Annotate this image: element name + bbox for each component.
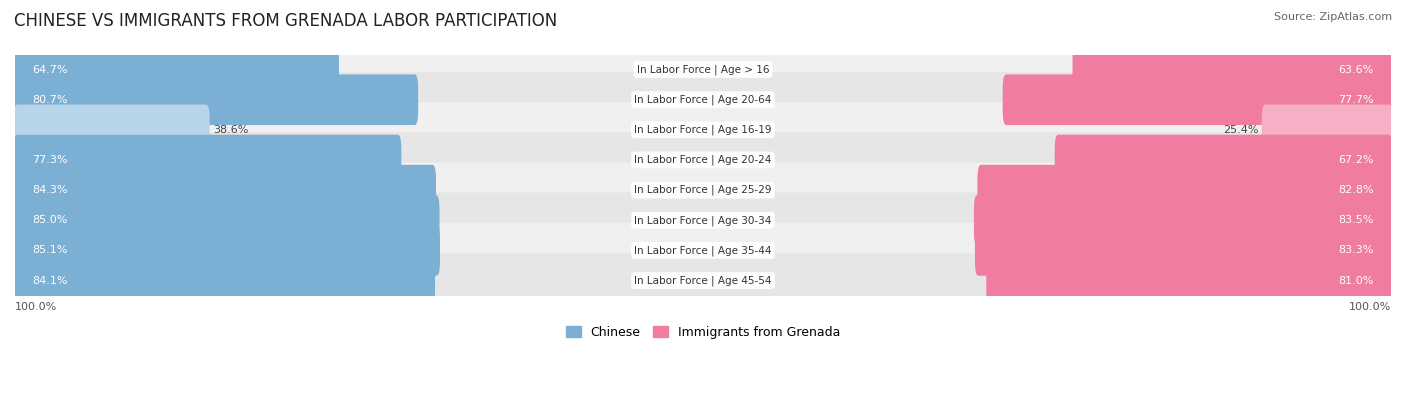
Text: In Labor Force | Age 35-44: In Labor Force | Age 35-44 bbox=[634, 245, 772, 256]
FancyBboxPatch shape bbox=[974, 225, 1392, 276]
Text: 63.6%: 63.6% bbox=[1339, 64, 1374, 75]
FancyBboxPatch shape bbox=[1002, 74, 1392, 125]
Text: In Labor Force | Age 25-29: In Labor Force | Age 25-29 bbox=[634, 185, 772, 196]
FancyBboxPatch shape bbox=[15, 42, 1391, 97]
FancyBboxPatch shape bbox=[14, 165, 436, 215]
FancyBboxPatch shape bbox=[1073, 44, 1392, 95]
FancyBboxPatch shape bbox=[14, 105, 209, 155]
Text: In Labor Force | Age 20-24: In Labor Force | Age 20-24 bbox=[634, 155, 772, 165]
Text: 38.6%: 38.6% bbox=[214, 125, 249, 135]
Text: 25.4%: 25.4% bbox=[1223, 125, 1258, 135]
Text: 85.1%: 85.1% bbox=[32, 245, 67, 256]
FancyBboxPatch shape bbox=[977, 165, 1392, 215]
FancyBboxPatch shape bbox=[15, 223, 1391, 278]
Text: Source: ZipAtlas.com: Source: ZipAtlas.com bbox=[1274, 12, 1392, 22]
FancyBboxPatch shape bbox=[14, 255, 434, 306]
Text: 100.0%: 100.0% bbox=[15, 302, 58, 312]
FancyBboxPatch shape bbox=[15, 72, 1391, 128]
Text: 82.8%: 82.8% bbox=[1339, 185, 1374, 195]
Text: In Labor Force | Age 20-64: In Labor Force | Age 20-64 bbox=[634, 94, 772, 105]
Text: 77.3%: 77.3% bbox=[32, 155, 67, 165]
Text: 81.0%: 81.0% bbox=[1339, 276, 1374, 286]
FancyBboxPatch shape bbox=[15, 192, 1391, 248]
FancyBboxPatch shape bbox=[14, 135, 401, 185]
Text: In Labor Force | Age 30-34: In Labor Force | Age 30-34 bbox=[634, 215, 772, 226]
FancyBboxPatch shape bbox=[15, 102, 1391, 158]
Text: In Labor Force | Age 16-19: In Labor Force | Age 16-19 bbox=[634, 124, 772, 135]
Text: 77.7%: 77.7% bbox=[1339, 95, 1374, 105]
Text: CHINESE VS IMMIGRANTS FROM GRENADA LABOR PARTICIPATION: CHINESE VS IMMIGRANTS FROM GRENADA LABOR… bbox=[14, 12, 557, 30]
FancyBboxPatch shape bbox=[987, 255, 1392, 306]
Text: 100.0%: 100.0% bbox=[1348, 302, 1391, 312]
Text: 83.3%: 83.3% bbox=[1339, 245, 1374, 256]
Legend: Chinese, Immigrants from Grenada: Chinese, Immigrants from Grenada bbox=[562, 322, 844, 342]
FancyBboxPatch shape bbox=[14, 195, 440, 246]
Text: 83.5%: 83.5% bbox=[1339, 215, 1374, 225]
FancyBboxPatch shape bbox=[1261, 105, 1392, 155]
Text: 84.1%: 84.1% bbox=[32, 276, 67, 286]
Text: 80.7%: 80.7% bbox=[32, 95, 67, 105]
Text: 85.0%: 85.0% bbox=[32, 215, 67, 225]
FancyBboxPatch shape bbox=[14, 225, 440, 276]
Text: 64.7%: 64.7% bbox=[32, 64, 67, 75]
FancyBboxPatch shape bbox=[15, 253, 1391, 308]
Text: In Labor Force | Age > 16: In Labor Force | Age > 16 bbox=[637, 64, 769, 75]
FancyBboxPatch shape bbox=[1054, 135, 1392, 185]
Text: In Labor Force | Age 45-54: In Labor Force | Age 45-54 bbox=[634, 275, 772, 286]
FancyBboxPatch shape bbox=[14, 44, 339, 95]
FancyBboxPatch shape bbox=[15, 132, 1391, 188]
Text: 84.3%: 84.3% bbox=[32, 185, 67, 195]
FancyBboxPatch shape bbox=[974, 195, 1392, 246]
FancyBboxPatch shape bbox=[14, 74, 418, 125]
FancyBboxPatch shape bbox=[15, 162, 1391, 218]
Text: 67.2%: 67.2% bbox=[1339, 155, 1374, 165]
